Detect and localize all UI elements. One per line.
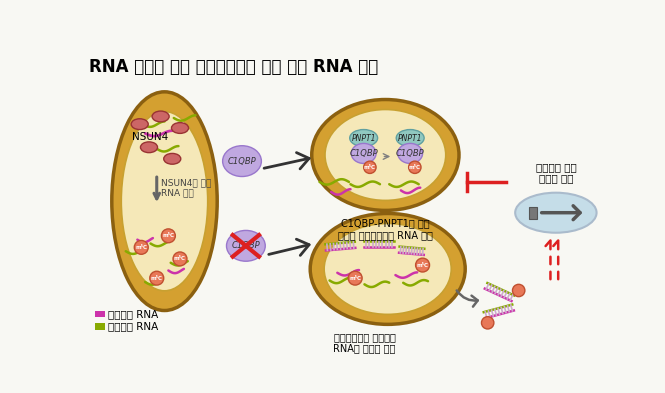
- Circle shape: [364, 161, 376, 173]
- Text: m⁵C: m⁵C: [162, 233, 174, 238]
- Text: C1QBP: C1QBP: [349, 149, 378, 158]
- Circle shape: [348, 271, 362, 285]
- Circle shape: [173, 252, 187, 266]
- Text: C1QBP: C1QBP: [227, 157, 256, 165]
- Circle shape: [150, 271, 164, 285]
- Ellipse shape: [310, 213, 466, 324]
- Text: PNPT1: PNPT1: [351, 134, 376, 143]
- Text: C1QBP-PNPT1에 의한
변형된 미토콘드리아 RNA 분해: C1QBP-PNPT1에 의한 변형된 미토콘드리아 RNA 분해: [338, 218, 433, 240]
- Text: m⁵C: m⁵C: [135, 245, 147, 250]
- Text: RNA 변형을 통한 미토콘드리아 경량 가닥 RNA 분해: RNA 변형을 통한 미토콘드리아 경량 가닥 RNA 분해: [89, 58, 378, 76]
- Circle shape: [134, 241, 148, 254]
- Bar: [94, 323, 105, 330]
- Text: 중량가닥 RNA: 중량가닥 RNA: [108, 309, 158, 319]
- Text: C1QBP: C1QBP: [231, 241, 260, 250]
- Ellipse shape: [515, 193, 597, 233]
- Ellipse shape: [351, 143, 376, 163]
- Ellipse shape: [398, 143, 422, 163]
- Ellipse shape: [227, 230, 265, 261]
- Ellipse shape: [164, 153, 181, 164]
- Text: m⁵C: m⁵C: [349, 275, 361, 281]
- Bar: [94, 310, 105, 318]
- Ellipse shape: [140, 142, 158, 152]
- Ellipse shape: [396, 130, 424, 147]
- Bar: [529, 207, 537, 219]
- Circle shape: [513, 284, 525, 297]
- Text: m⁵C: m⁵C: [174, 256, 186, 261]
- Ellipse shape: [324, 224, 452, 314]
- Circle shape: [408, 161, 421, 173]
- Text: m⁵C: m⁵C: [416, 263, 428, 268]
- Ellipse shape: [172, 123, 188, 133]
- Circle shape: [162, 229, 176, 243]
- Text: m⁵C: m⁵C: [151, 275, 163, 281]
- Text: m⁵C: m⁵C: [364, 165, 376, 170]
- Ellipse shape: [325, 110, 446, 200]
- Ellipse shape: [131, 119, 148, 130]
- Ellipse shape: [223, 146, 261, 176]
- Text: NSUN4: NSUN4: [132, 132, 168, 142]
- Text: 경량가닥 RNA: 경량가닥 RNA: [108, 321, 158, 331]
- Text: NSUN4에 의한
RNA 변형: NSUN4에 의한 RNA 변형: [161, 178, 211, 197]
- Ellipse shape: [350, 130, 378, 147]
- Text: m⁵C: m⁵C: [409, 165, 421, 170]
- Text: 미토콘드리아 이중나선
RNA의 세포질 누출: 미토콘드리아 이중나선 RNA의 세포질 누출: [333, 332, 396, 354]
- Text: 면역반응 관련
유전자 발현: 면역반응 관련 유전자 발현: [535, 162, 577, 184]
- Text: C1QBP: C1QBP: [396, 149, 424, 158]
- Circle shape: [416, 258, 430, 272]
- Ellipse shape: [112, 92, 217, 310]
- Text: PNPT1: PNPT1: [398, 134, 422, 143]
- Ellipse shape: [152, 111, 169, 122]
- Circle shape: [481, 317, 494, 329]
- Ellipse shape: [121, 112, 207, 291]
- Ellipse shape: [312, 99, 459, 210]
